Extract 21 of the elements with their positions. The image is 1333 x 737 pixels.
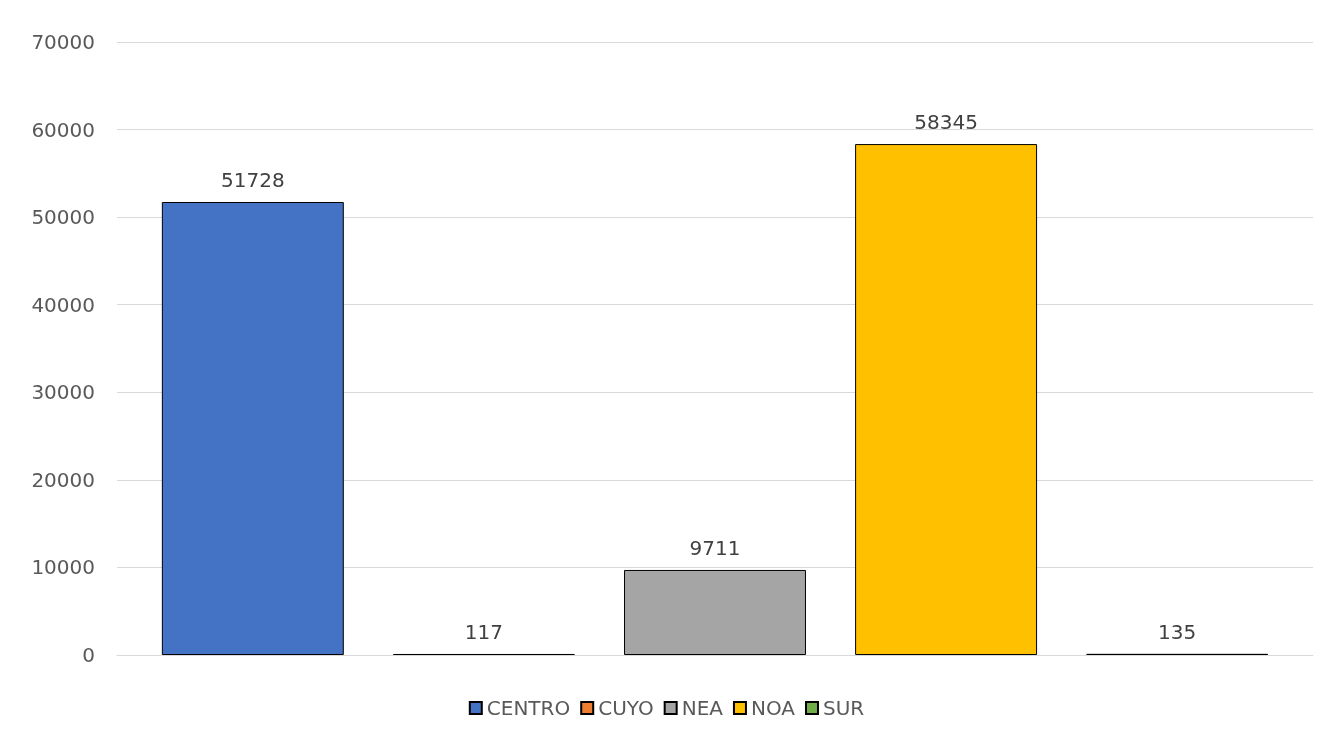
data-label: 117 xyxy=(464,619,504,644)
y-tick-label: 30000 xyxy=(31,380,95,405)
data-label: 135 xyxy=(1158,619,1197,644)
legend-label: SUR xyxy=(822,696,865,720)
data-label: 58345 xyxy=(914,110,978,135)
bar xyxy=(161,202,344,655)
bar xyxy=(855,144,1038,655)
legend-label: CENTRO xyxy=(486,696,571,720)
y-tick-label: 20000 xyxy=(31,467,95,492)
bar xyxy=(624,569,806,655)
y-tick-label: 40000 xyxy=(31,292,95,317)
y-tick-label: 0 xyxy=(82,643,95,667)
y-tick-label: 60000 xyxy=(31,117,95,142)
y-tick-label: 70000 xyxy=(31,30,95,54)
y-tick-label: 50000 xyxy=(31,205,95,230)
y-tick-label: 10000 xyxy=(31,555,95,580)
data-label: 9711 xyxy=(689,535,741,560)
legend-label: CUYO xyxy=(598,696,654,720)
data-label: 51728 xyxy=(221,168,285,193)
legend-label: NOA xyxy=(750,696,796,720)
legend-label: NEA xyxy=(681,696,724,720)
